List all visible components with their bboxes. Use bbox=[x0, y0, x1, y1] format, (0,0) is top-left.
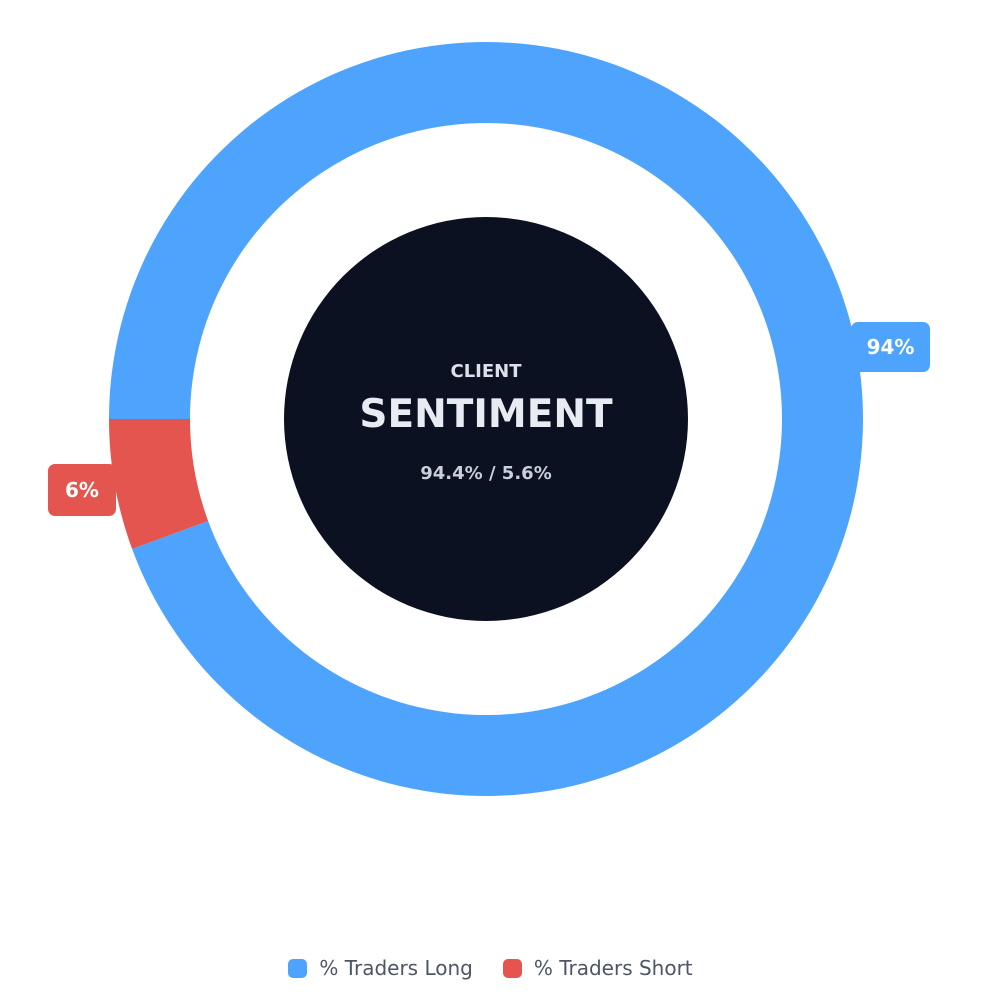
legend-swatch-long bbox=[288, 958, 308, 978]
legend: % Traders Long % Traders Short bbox=[0, 950, 981, 986]
center-disc bbox=[284, 217, 688, 621]
data-label-bg-short bbox=[48, 464, 116, 516]
center-label-ratio: 94.4% / 5.6% bbox=[420, 463, 551, 484]
center-label-sentiment: SENTIMENT bbox=[359, 392, 613, 437]
legend-item-short[interactable]: % Traders Short bbox=[502, 956, 693, 980]
data-label-bg-long bbox=[851, 322, 930, 372]
data-label-long: 94% bbox=[867, 335, 915, 359]
donut-slices bbox=[109, 42, 863, 796]
legend-item-long[interactable]: % Traders Long bbox=[288, 956, 473, 980]
center-label-client: CLIENT bbox=[450, 361, 522, 382]
legend-swatch-short bbox=[502, 958, 522, 978]
data-labels: 94% 6% bbox=[48, 322, 930, 516]
slice-short[interactable] bbox=[109, 419, 209, 549]
legend-label-long: % Traders Long bbox=[319, 956, 473, 980]
legend-label-short: % Traders Short bbox=[533, 956, 693, 980]
data-label-short: 6% bbox=[65, 478, 99, 502]
